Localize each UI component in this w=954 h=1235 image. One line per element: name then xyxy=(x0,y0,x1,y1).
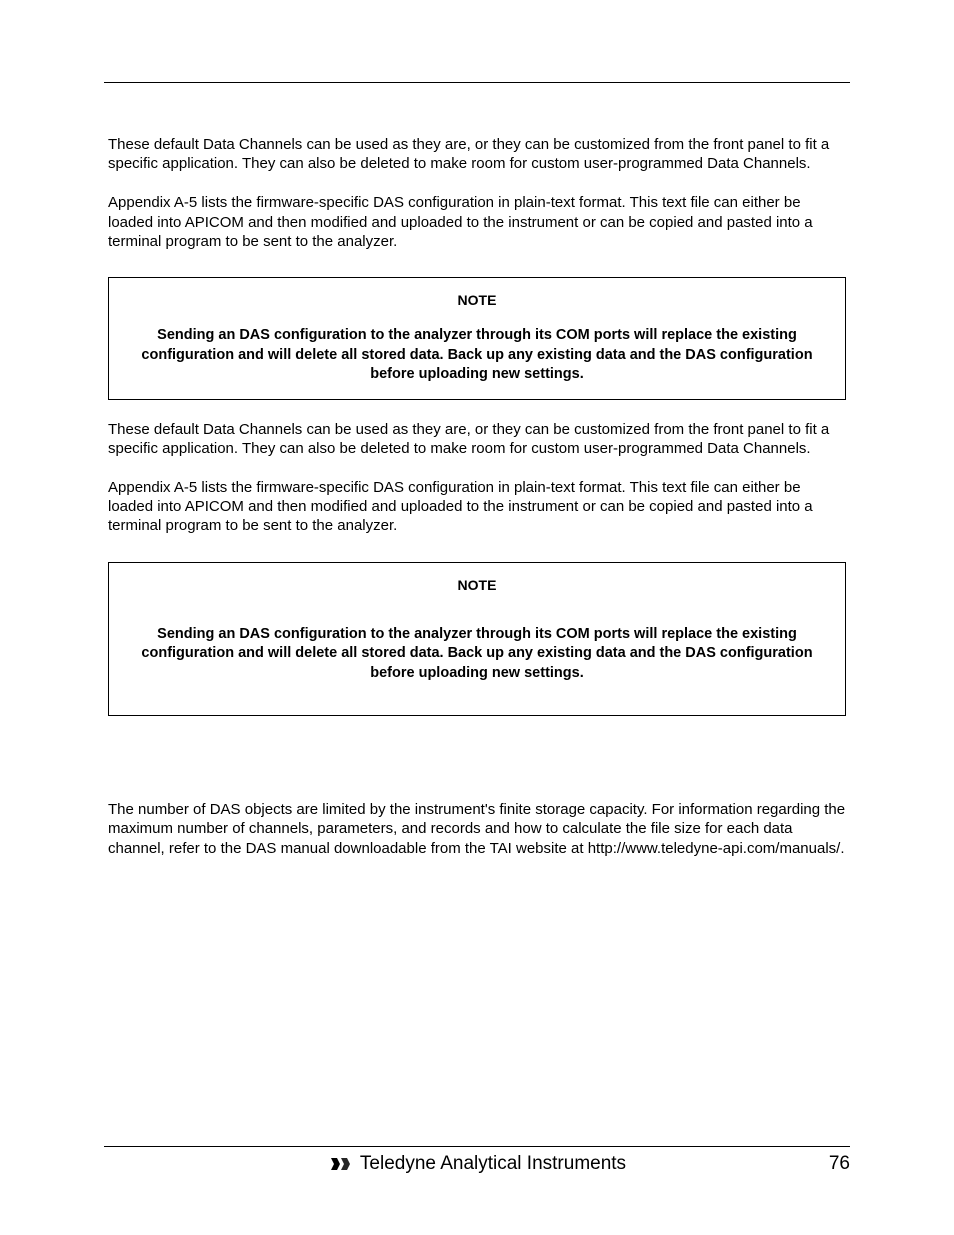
body-paragraph: Appendix A-5 lists the firmware-specific… xyxy=(108,193,846,251)
spacer xyxy=(108,736,846,800)
note-title: NOTE xyxy=(129,577,825,593)
body-paragraph: Appendix A-5 lists the firmware-specific… xyxy=(108,478,846,536)
page-content: These default Data Channels can be used … xyxy=(60,135,894,858)
note-body: Sending an DAS configuration to the anal… xyxy=(129,625,825,684)
note-body: Sending an DAS configuration to the anal… xyxy=(129,326,825,385)
body-paragraph: The number of DAS objects are limited by… xyxy=(108,800,846,858)
body-paragraph: These default Data Channels can be used … xyxy=(108,135,846,173)
page-footer: Teledyne Analytical Instruments 76 xyxy=(60,1146,894,1175)
top-rule xyxy=(104,82,850,83)
footer-company: Teledyne Analytical Instruments xyxy=(360,1153,626,1175)
company-logo-icon xyxy=(328,1155,352,1173)
footer-rule xyxy=(104,1146,850,1147)
note-box: NOTE Sending an DAS configuration to the… xyxy=(108,562,846,717)
page-number: 76 xyxy=(829,1153,850,1175)
footer-line: Teledyne Analytical Instruments 76 xyxy=(60,1153,894,1175)
note-box: NOTE Sending an DAS configuration to the… xyxy=(108,277,846,400)
footer-center: Teledyne Analytical Instruments xyxy=(328,1153,626,1175)
note-title: NOTE xyxy=(129,292,825,308)
body-paragraph: These default Data Channels can be used … xyxy=(108,420,846,458)
